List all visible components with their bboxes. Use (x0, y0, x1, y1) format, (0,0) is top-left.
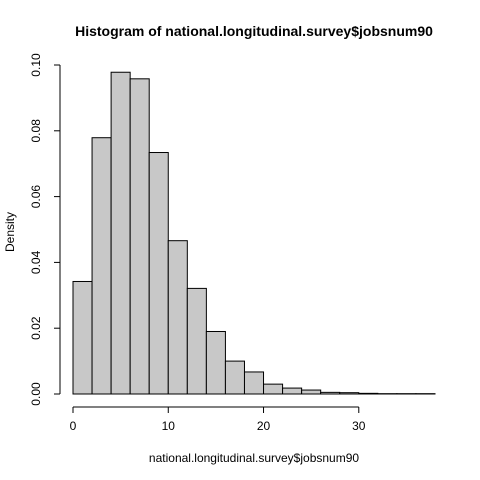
histogram-bar (149, 153, 168, 394)
x-tick-label: 20 (257, 419, 271, 433)
histogram-bar (225, 361, 244, 394)
histogram-bar (340, 393, 359, 394)
histogram-bar (244, 372, 263, 394)
y-axis-label: Density (3, 212, 17, 252)
y-tick-label: 0.08 (29, 119, 43, 143)
x-tick-label: 0 (70, 419, 77, 433)
x-tick-label: 10 (162, 419, 176, 433)
histogram-bar (359, 393, 378, 394)
histogram-bar (92, 138, 111, 394)
histogram-bar (206, 331, 225, 394)
histogram-bar (130, 79, 149, 394)
x-axis: 0 10 20 30 (70, 407, 366, 433)
y-tick-label: 0.06 (29, 185, 43, 209)
histogram-bar (111, 72, 130, 394)
y-tick-label: 0.00 (29, 382, 43, 406)
histogram-bar (321, 392, 340, 394)
chart-title: Histogram of national.longitudinal.surve… (75, 23, 433, 39)
histogram-bar (264, 384, 283, 394)
x-axis-label: national.longitudinal.survey$jobsnum90 (149, 451, 359, 465)
histogram-bar (283, 388, 302, 394)
y-tick-label: 0.10 (29, 53, 43, 77)
histogram-bar (187, 288, 206, 394)
histogram-bar (73, 281, 92, 394)
histogram-bars (73, 72, 435, 394)
y-tick-label: 0.02 (29, 316, 43, 340)
x-tick-label: 30 (352, 419, 366, 433)
histogram-bar (168, 241, 187, 394)
y-tick-label: 0.04 (29, 250, 43, 274)
histogram-bar (302, 390, 321, 394)
y-axis: 0.00 0.02 0.04 0.06 0.08 0.10 (29, 53, 60, 406)
